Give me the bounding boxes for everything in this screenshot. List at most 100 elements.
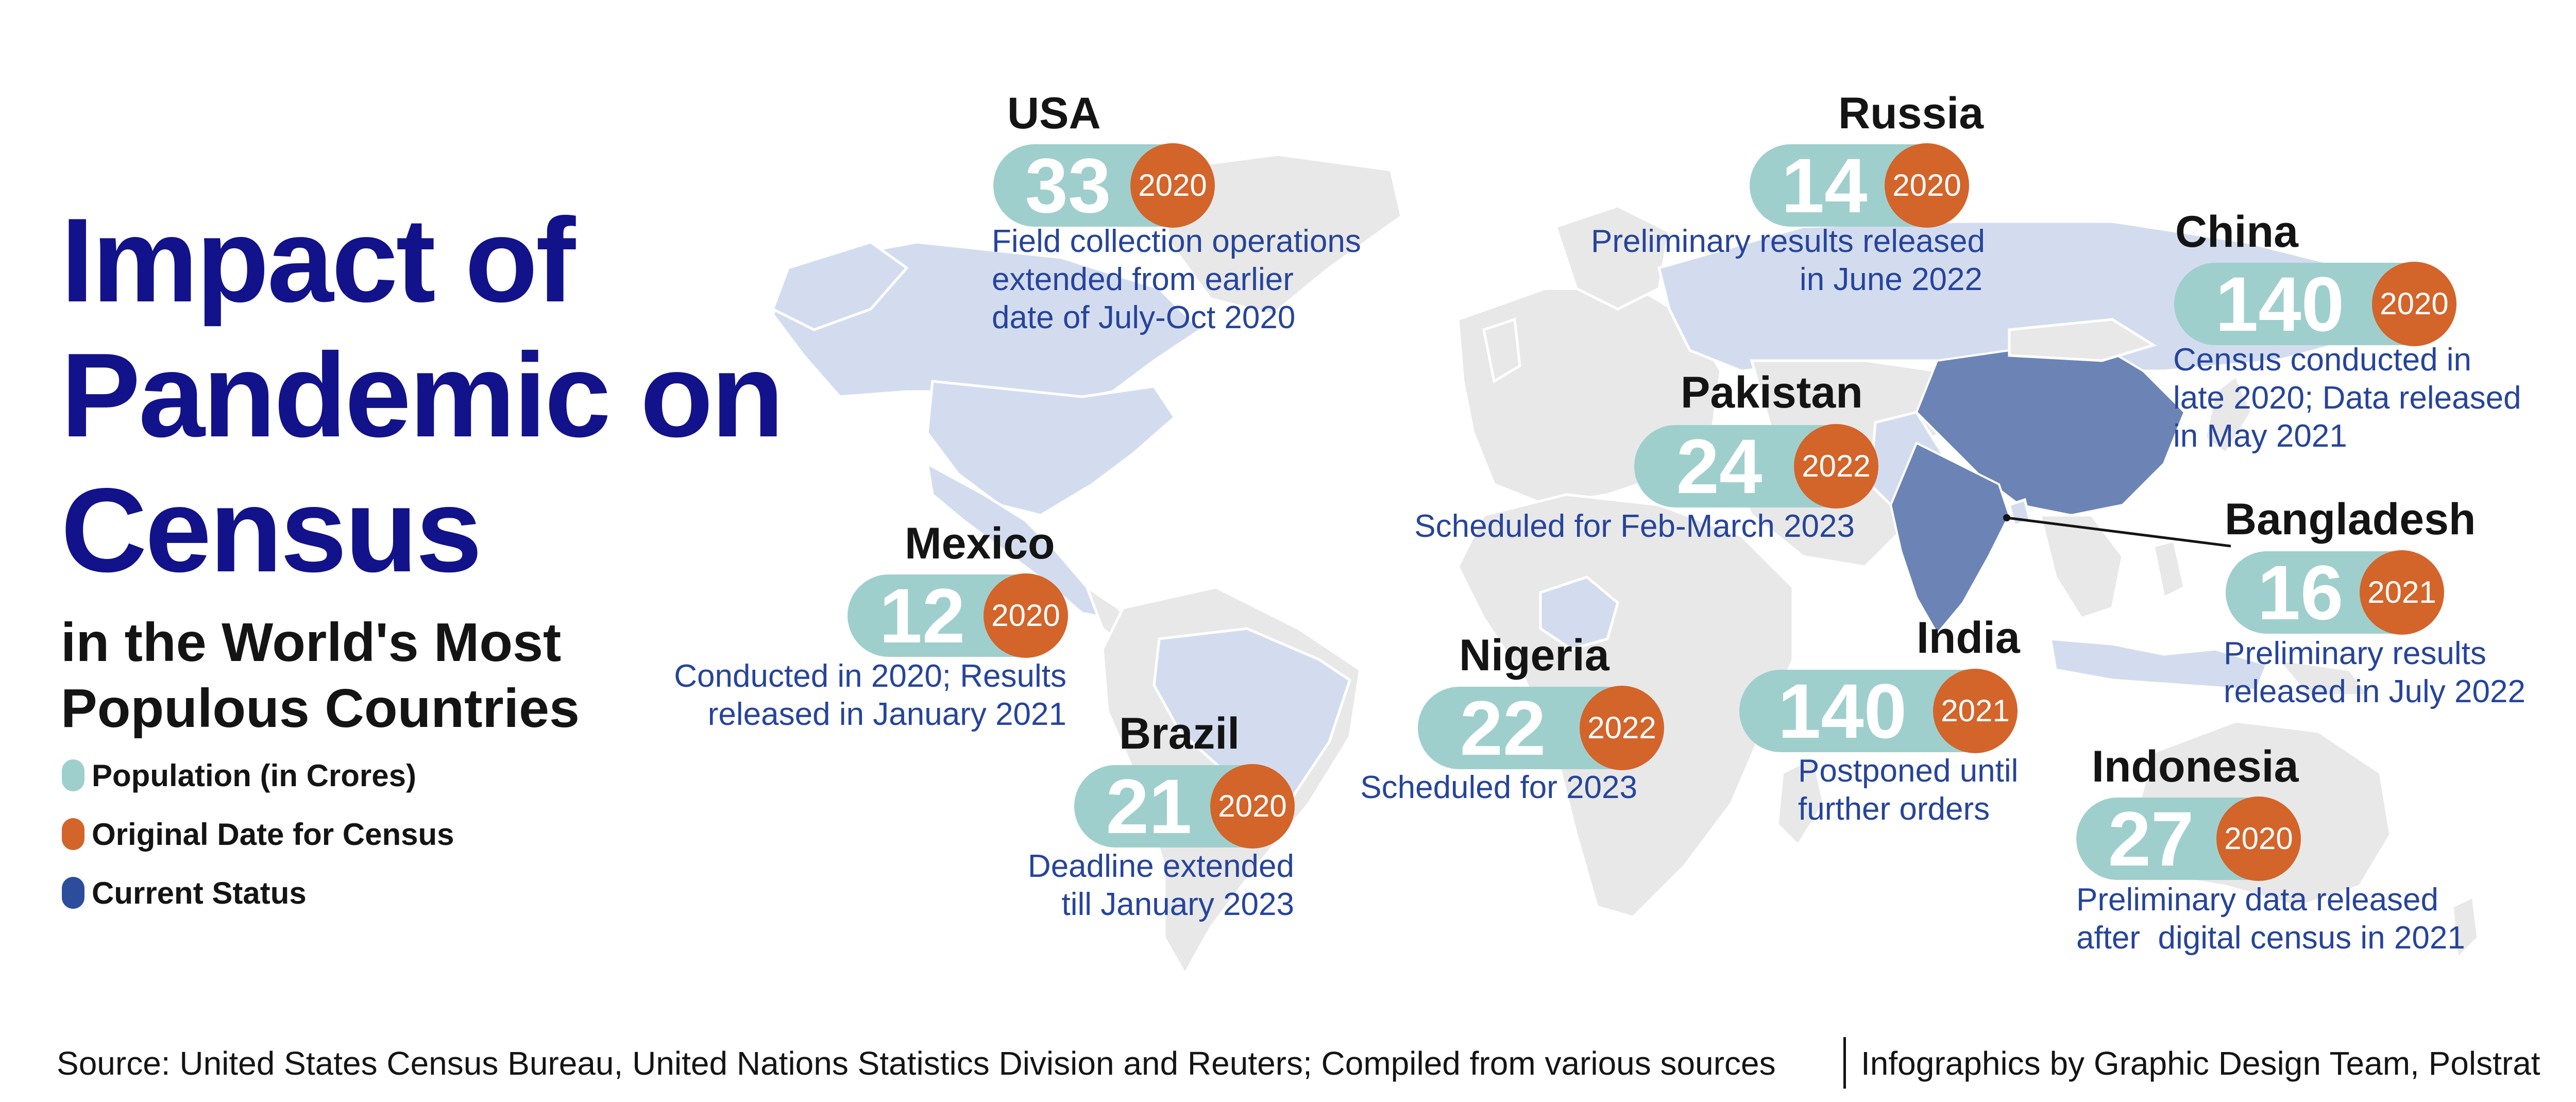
population-badge: 24 2022 [1634,423,1878,510]
indonesia-shape [2049,637,2269,692]
usa-shape [926,380,1177,517]
legend-swatch-original-date [62,818,84,850]
population-badge: 33 2020 [993,142,1215,229]
country-name: Brazil [1119,709,1240,758]
country-name: Nigeria [1459,631,1609,680]
footer-divider [1843,1037,1846,1089]
country-name: Pakistan [1681,368,1863,417]
title-line: Impact of [61,194,575,327]
scandinavia-shape [1554,205,1671,311]
status-line: Preliminary results released [1591,224,1985,259]
status-line: in May 2021 [2173,418,2347,454]
country-name: India [1917,613,2020,663]
census-year-badge: 2020 [2216,796,2301,881]
population-badge: 140 2021 [1739,668,2018,754]
status-line: Preliminary data released [2076,882,2439,918]
legend-swatch-population [62,759,84,791]
title-block: Impact of Pandemic on Census in the Worl… [61,193,784,741]
country-name: Russia [1838,89,1984,138]
legend-label: Original Date for Census [92,817,454,852]
status-text: Postponed until further orders [1798,752,2018,828]
population-value: 24 [1676,423,1762,510]
status-text: Preliminary results released in June 202… [1591,223,1985,299]
census-year-badge: 2022 [1580,686,1664,770]
population-value: 27 [2108,795,2194,882]
bangladesh-pointer-line [2006,516,2231,548]
legend-label: Current Status [92,875,307,910]
population-value: 22 [1460,685,1546,771]
status-line: Conducted in 2020; Results [674,658,1066,694]
subtitle-line: in the World's Most [61,612,562,673]
japan-shape [2204,374,2253,455]
census-year-badge: 2020 [1130,143,1215,228]
population-value: 14 [1781,142,1868,229]
greenland-shape [1158,153,1403,316]
status-line: Scheduled for 2023 [1360,770,1637,805]
india-shape [1889,442,2011,636]
madagascar-shape [1776,755,1825,847]
philippines-shape [2152,539,2186,600]
uk-shape [1482,317,1521,383]
status-line: Field collection operations [992,224,1361,259]
population-value: 16 [2257,549,2344,636]
population-value: 140 [2215,261,2345,347]
population-badge: 16 2021 [2226,549,2444,636]
title-line: Pandemic on [61,329,784,462]
population-badge: 22 2022 [1418,685,1664,771]
credit-text: Infographics by Graphic Design Team, Pol… [1861,1045,2540,1082]
legend-item-original-date: Original Date for Census [62,808,454,860]
census-year-badge: 2021 [2360,550,2444,635]
country-name: Indonesia [2092,742,2299,791]
status-line: further orders [1798,791,1990,827]
population-value: 33 [1025,142,1111,229]
legend: Population (in Crores) Original Date for… [62,750,454,926]
census-year-badge: 2020 [1210,764,1295,849]
new-zealand-shape [2451,894,2480,961]
status-line: till January 2023 [1061,887,1295,922]
bangladesh-shape [2008,498,2031,528]
census-year-badge: 2020 [1885,143,1969,228]
status-line: Deadline extended [1027,849,1294,884]
title-line: Census [61,464,482,597]
new-guinea-shape [2274,657,2373,697]
country-name: China [2175,207,2298,257]
status-line: Census conducted in [2173,342,2472,378]
status-text: Field collection operations extended fro… [992,223,1361,337]
status-text: Deadline extended till January 2023 [927,847,1294,924]
page-subtitle: in the World's Most Populous Countries [61,609,782,741]
status-text: Census conducted in late 2020; Data rele… [2173,341,2521,455]
mongolia-shape [2008,318,2157,362]
population-badge: 12 2020 [848,572,1068,659]
bangladesh-pointer-dot [2003,514,2010,521]
census-year-badge: 2020 [2372,262,2456,346]
southeast-asia-shape [2038,514,2124,620]
country-name: Mexico [905,519,1055,568]
population-value: 21 [1106,763,1192,850]
legend-item-population: Population (in Crores) [62,750,454,801]
nigeria-shape [1539,575,1619,651]
source-text: Source: United States Census Bureau, Uni… [57,1045,1776,1082]
status-line: Preliminary results [2224,636,2486,671]
status-text: Conducted in 2020; Results released in J… [654,657,1066,734]
census-year-badge: 2022 [1794,424,1878,508]
status-line: late 2020; Data released [2173,380,2521,416]
population-badge: 14 2020 [1750,142,1969,229]
status-line: Postponed until [1798,753,2019,789]
status-line: released in January 2021 [707,697,1066,732]
legend-swatch-current-status [62,877,84,909]
status-text: Preliminary results released in July 202… [2224,635,2526,711]
status-text: Scheduled for Feb-March 2023 [1391,507,1855,546]
country-name: USA [1007,89,1101,138]
mexico-shape [925,461,1111,620]
status-line: in June 2022 [1799,262,1982,297]
subtitle-line: Populous Countries [61,678,580,739]
legend-item-current-status: Current Status [62,867,454,919]
population-value: 140 [1777,668,1907,754]
status-line: after digital census in 2021 [2076,920,2465,956]
population-value: 12 [879,572,965,659]
country-name: Bangladesh [2225,495,2476,544]
population-badge: 140 2020 [2174,261,2456,347]
legend-label: Population (in Crores) [92,758,416,793]
page-title: Impact of Pandemic on Census [61,193,784,598]
